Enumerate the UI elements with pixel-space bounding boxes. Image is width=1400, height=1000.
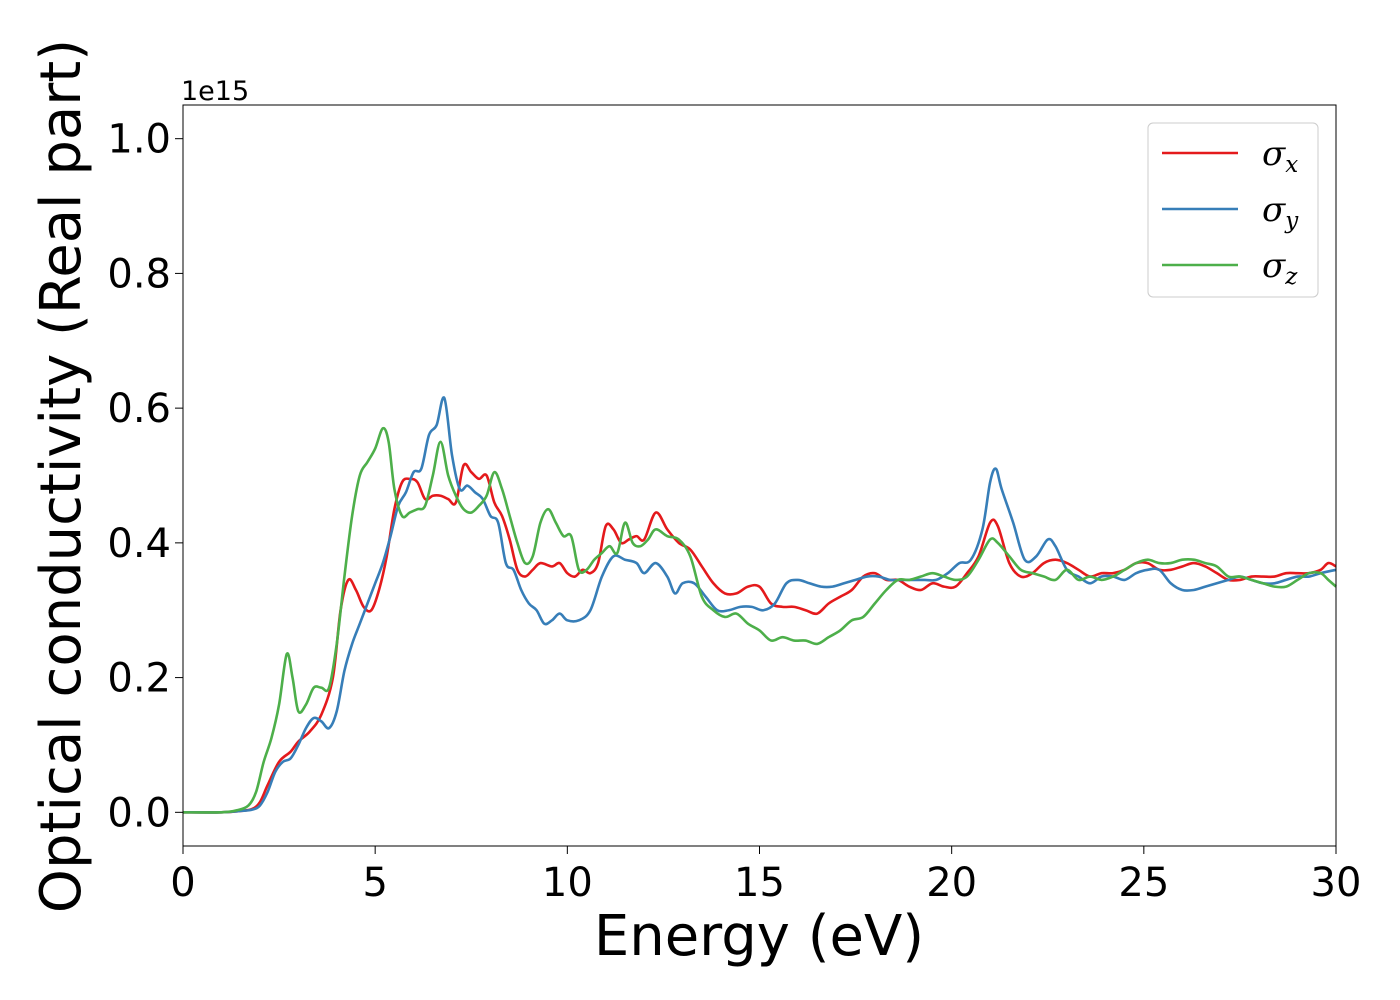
x-tick-label: 30 xyxy=(1311,860,1362,906)
y-axis: 0.0 0.2 0.4 0.6 0.8 1.0 xyxy=(107,117,183,836)
y-axis-title: Optical conductivity (Real part) xyxy=(29,39,94,913)
x-tick-label: 0 xyxy=(170,860,195,906)
x-tick-label: 10 xyxy=(542,860,593,906)
y-tick-label: 0.2 xyxy=(107,656,171,702)
y-tick-label: 1.0 xyxy=(107,117,171,163)
series-layer xyxy=(182,396,1337,814)
y-offset-label: 1e15 xyxy=(181,76,249,107)
x-axis-title: Energy (eV) xyxy=(594,904,924,969)
x-axis: 0 5 10 15 20 25 30 xyxy=(170,846,1361,906)
y-tick-label: 0.8 xyxy=(107,251,171,297)
y-tick-label: 0.4 xyxy=(107,521,171,567)
x-tick-label: 25 xyxy=(1118,860,1169,906)
x-tick-label: 20 xyxy=(926,860,977,906)
y-tick-label: 0.6 xyxy=(107,386,171,432)
y-tick-label: 0.0 xyxy=(107,790,171,836)
x-tick-label: 5 xyxy=(362,860,387,906)
series-line-z xyxy=(182,426,1337,814)
x-tick-label: 15 xyxy=(734,860,785,906)
